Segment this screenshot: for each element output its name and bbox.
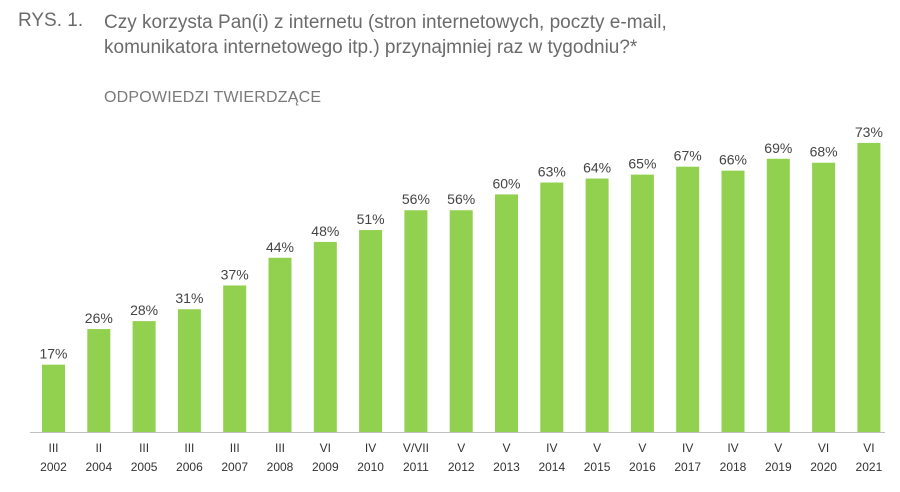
x-tick-label-year: 2004: [85, 460, 112, 474]
bar: [676, 166, 700, 432]
data-label: 69%: [764, 140, 792, 156]
x-tick-label-month: IV: [682, 441, 693, 455]
x-tick-label-year: 2002: [40, 460, 67, 474]
x-tick-label-year: 2019: [765, 460, 792, 474]
x-tick-label-month: IV: [727, 441, 738, 455]
data-label: 26%: [85, 310, 113, 326]
x-tick-label-year: 2018: [720, 460, 747, 474]
bar: [449, 210, 473, 432]
figure-label: RYS. 1.: [18, 10, 84, 31]
x-tick-label-month: III: [275, 441, 285, 455]
data-label: 37%: [221, 266, 249, 282]
x-tick-label-month: IV: [365, 441, 376, 455]
bar: [630, 174, 654, 432]
x-tick-label-year: 2017: [674, 460, 701, 474]
x-tick-label-month: VI: [320, 441, 331, 455]
data-label: 64%: [583, 160, 611, 176]
bar: [766, 158, 790, 432]
x-tick-label-year: 2021: [856, 460, 883, 474]
x-tick-label-month: III: [139, 441, 149, 455]
data-label: 73%: [855, 124, 883, 140]
x-tick-label-month: V/VII: [403, 441, 429, 455]
data-label: 66%: [719, 152, 747, 168]
data-label: 63%: [538, 164, 566, 180]
x-tick-label-year: 2013: [493, 460, 520, 474]
chart-title: Czy korzysta Pan(i) z internetu (stron i…: [104, 10, 884, 60]
x-tick-label-year: 2007: [221, 460, 248, 474]
chart-title-line-2: komunikatora internetowego itp.) przynaj…: [104, 37, 638, 58]
bar: [812, 162, 836, 432]
chart-subtitle: ODPOWIEDZI TWIERDZĄCE: [104, 89, 322, 106]
bar: [87, 329, 111, 432]
bar: [721, 170, 745, 432]
bar: [540, 182, 564, 432]
x-tick-label-month: III: [184, 441, 194, 455]
bar: [313, 241, 337, 432]
x-tick-label-month: V: [457, 441, 465, 455]
x-tick-label-month: V: [502, 441, 510, 455]
x-tick-label-year: 2010: [357, 460, 384, 474]
data-label: 67%: [674, 148, 702, 164]
bar: [495, 194, 518, 432]
data-label: 17%: [39, 346, 67, 362]
data-label: 56%: [402, 191, 430, 207]
x-tick-label-year: 2009: [312, 460, 339, 474]
data-label: 51%: [357, 211, 385, 227]
bar: [359, 230, 383, 432]
x-tick-label-year: 2011: [403, 460, 429, 474]
x-tick-label-year: 2006: [176, 460, 203, 474]
x-tick-label-year: 2014: [538, 460, 565, 474]
x-tick-label-month: II: [95, 441, 102, 455]
x-tick-label-year: 2015: [584, 460, 611, 474]
x-tick-label-year: 2020: [810, 460, 837, 474]
bar: [177, 309, 201, 432]
data-label: 65%: [628, 156, 656, 172]
data-label: 60%: [492, 175, 520, 191]
data-label: 48%: [311, 223, 339, 239]
bar: [585, 178, 609, 432]
x-tick-label-year: 2008: [267, 460, 294, 474]
x-tick-label-year: 2016: [629, 460, 656, 474]
x-tick-label-year: 2012: [448, 460, 475, 474]
bar: [223, 285, 247, 432]
x-tick-label-month: VI: [818, 441, 829, 455]
data-label: 44%: [266, 239, 294, 255]
x-tick-label-month: III: [230, 441, 240, 455]
chart-title-line-1: Czy korzysta Pan(i) z internetu (stron i…: [104, 12, 667, 33]
bar: [268, 257, 292, 432]
bar: [132, 321, 156, 432]
data-label: 31%: [175, 290, 203, 306]
x-tick-label-month: V: [774, 441, 782, 455]
bar: [857, 142, 881, 433]
bar: [42, 364, 65, 432]
data-label: 28%: [130, 302, 158, 318]
x-tick-label-month: V: [593, 441, 601, 455]
x-tick-label-month: V: [638, 441, 646, 455]
x-tick-label-month: VI: [863, 441, 874, 455]
x-tick-label-month: III: [48, 441, 58, 455]
data-label: 68%: [810, 144, 838, 160]
x-tick-label-month: IV: [546, 441, 557, 455]
bar: [404, 210, 428, 432]
data-label: 56%: [447, 191, 475, 207]
x-tick-label-year: 2005: [131, 460, 158, 474]
